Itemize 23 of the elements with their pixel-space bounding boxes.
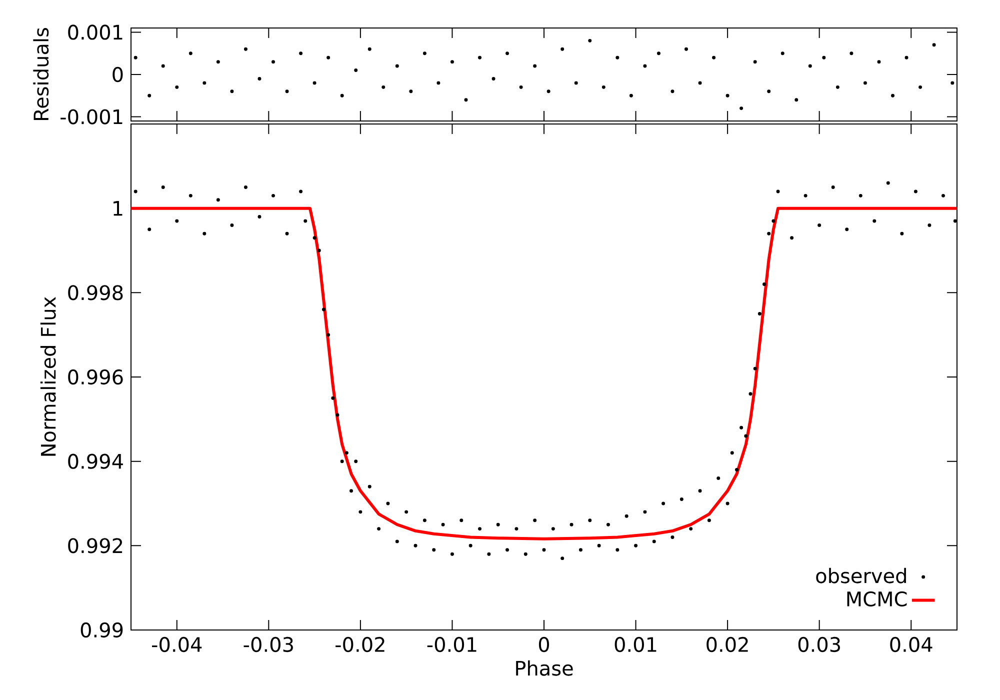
y-tick-label: 0.992 (68, 538, 122, 554)
y-tick-label: 0.998 (68, 285, 123, 300)
legend-label: observed (816, 568, 906, 584)
x-tick-label: 0.03 (798, 636, 840, 652)
x-tick-label: 0.04 (890, 636, 932, 652)
x-tick-label: 0.01 (614, 636, 656, 652)
legend-label: MCMC (847, 591, 907, 607)
y-tick-label: 0.996 (68, 369, 123, 385)
y-tick-label: -0.001 (60, 109, 122, 124)
y-tick-label: 0.001 (68, 24, 122, 40)
x-tick-label: -0.04 (152, 636, 202, 652)
y-tick-label: 1 (114, 201, 122, 216)
x-tick-label: 0.02 (706, 636, 748, 652)
x-tick-label: 0 (538, 636, 550, 652)
y-tick-label: 0.99 (80, 622, 123, 638)
x-tick-label: -0.02 (336, 636, 384, 652)
y-axis-title: Normalized Flux (40, 296, 56, 456)
y-tick-label: 0 (112, 66, 123, 82)
y-axis-title: Residuals (33, 28, 49, 120)
x-tick-label: -0.03 (244, 636, 293, 652)
y-tick-label: 0.994 (68, 454, 123, 469)
x-axis-title: Phase (516, 660, 573, 676)
x-tick-label: -0.01 (427, 636, 476, 652)
